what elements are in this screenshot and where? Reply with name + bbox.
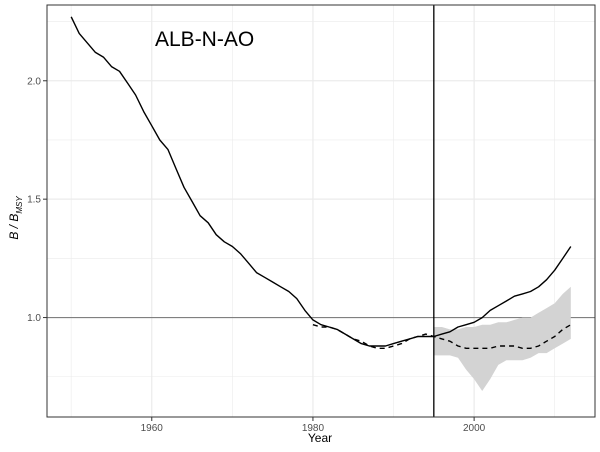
chart-title: ALB-N-AO	[155, 28, 254, 51]
series-layer	[70, 5, 572, 417]
series-line-dashed	[312, 324, 572, 349]
y-tick-label-0: 1.0	[27, 313, 41, 324]
x-tick-label-1: 1980	[302, 423, 325, 434]
panel-border	[46, 4, 596, 418]
uncertainty-band	[433, 286, 571, 391]
x-tick-label-0: 1960	[141, 423, 164, 434]
y-axis-title: B / BMSY	[7, 196, 24, 240]
x-axis-title: Year	[308, 431, 332, 445]
uncertainty-band-layer	[433, 286, 571, 391]
axis-ticks: 1960 1980 2000 1.0 1.5 2.0	[27, 76, 486, 434]
y-tick-label-2: 2.0	[27, 76, 41, 87]
y-axis-title-subscript: MSY	[15, 196, 24, 214]
series-line-solid	[70, 16, 572, 347]
y-tick-label-1: 1.5	[27, 195, 41, 206]
x-tick-label-2: 2000	[463, 423, 486, 434]
y-axis-title-main: B / B	[7, 214, 21, 240]
